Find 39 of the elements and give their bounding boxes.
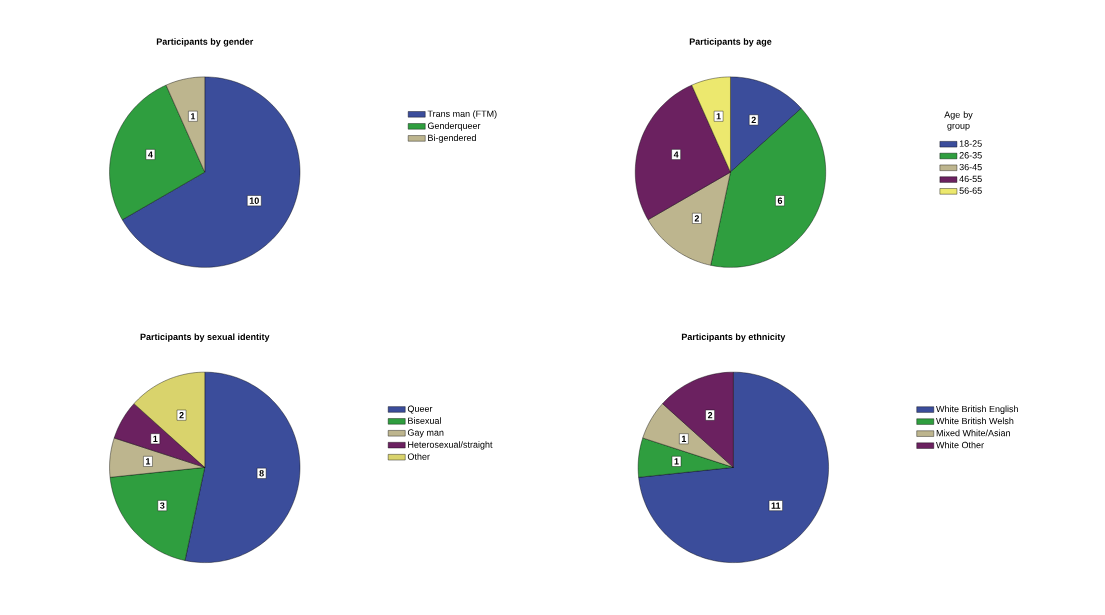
legend-label: Other	[407, 453, 430, 460]
legend-label: Trans man (FTM)	[427, 110, 497, 119]
legend-label: 18-25	[959, 140, 982, 147]
data-label: 11	[771, 502, 781, 509]
data-label: 1	[153, 435, 158, 442]
data-label: 1	[190, 113, 196, 120]
legend-label: 56-65	[959, 187, 982, 194]
legend-label: Mixed White/Asian	[936, 429, 1010, 437]
data-label: 8	[259, 470, 264, 477]
data-label: 2	[751, 116, 756, 124]
legend-label: Queer	[407, 405, 433, 414]
data-label: 1	[146, 458, 151, 465]
data-label: 6	[777, 197, 783, 204]
chart-title: Participants by sexual identity	[140, 333, 270, 342]
data-label: 2	[179, 412, 184, 419]
legend-label: White Other	[936, 441, 984, 449]
legend-label: White British Welsh	[936, 417, 1014, 425]
data-label: 2	[707, 412, 713, 419]
legend-label: Heterosexual/straight	[408, 441, 493, 450]
legend-label: Gay man	[407, 429, 444, 438]
data-label: 1	[716, 113, 721, 120]
chart-title: Participants by ethnicity	[681, 333, 786, 342]
chart-title: Participants by age	[689, 38, 772, 47]
data-label: 4	[148, 151, 153, 158]
data-label: 10	[249, 197, 259, 204]
legend-title: Age by group	[944, 111, 973, 131]
legend-label: Bisexual	[408, 417, 441, 424]
legend-label: 26-35	[959, 152, 982, 159]
legend-label: 36-45	[959, 163, 982, 171]
legend-label: Bi-gendered	[428, 134, 476, 143]
data-label: 1	[674, 458, 679, 465]
data-label: 3	[160, 502, 165, 509]
data-label: 4	[673, 151, 679, 158]
data-label: 2	[694, 215, 700, 222]
chart-title: Participants by gender	[156, 38, 254, 47]
legend-label: Genderqueer	[427, 122, 481, 131]
legend-label: White British English	[936, 405, 1018, 414]
data-label: 1	[681, 435, 687, 442]
legend-label: 46-55	[959, 175, 982, 183]
